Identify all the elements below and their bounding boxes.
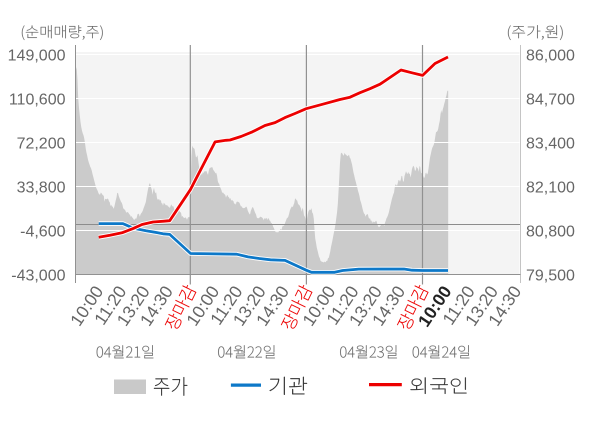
svg-text:110,600: 110,600 [9,91,66,108]
svg-text:-43,000: -43,000 [11,267,65,284]
svg-text:83,400: 83,400 [526,135,575,152]
svg-text:79,500: 79,500 [526,267,575,284]
svg-text:33,800: 33,800 [17,179,66,196]
svg-text:80,800: 80,800 [526,223,575,240]
svg-text:84,700: 84,700 [526,91,575,108]
svg-text:82,100: 82,100 [526,179,575,196]
svg-text:86,000: 86,000 [526,47,575,64]
svg-text:-4,600: -4,600 [20,223,65,240]
svg-text:72,200: 72,200 [17,135,66,152]
svg-text:149,000: 149,000 [8,47,66,64]
